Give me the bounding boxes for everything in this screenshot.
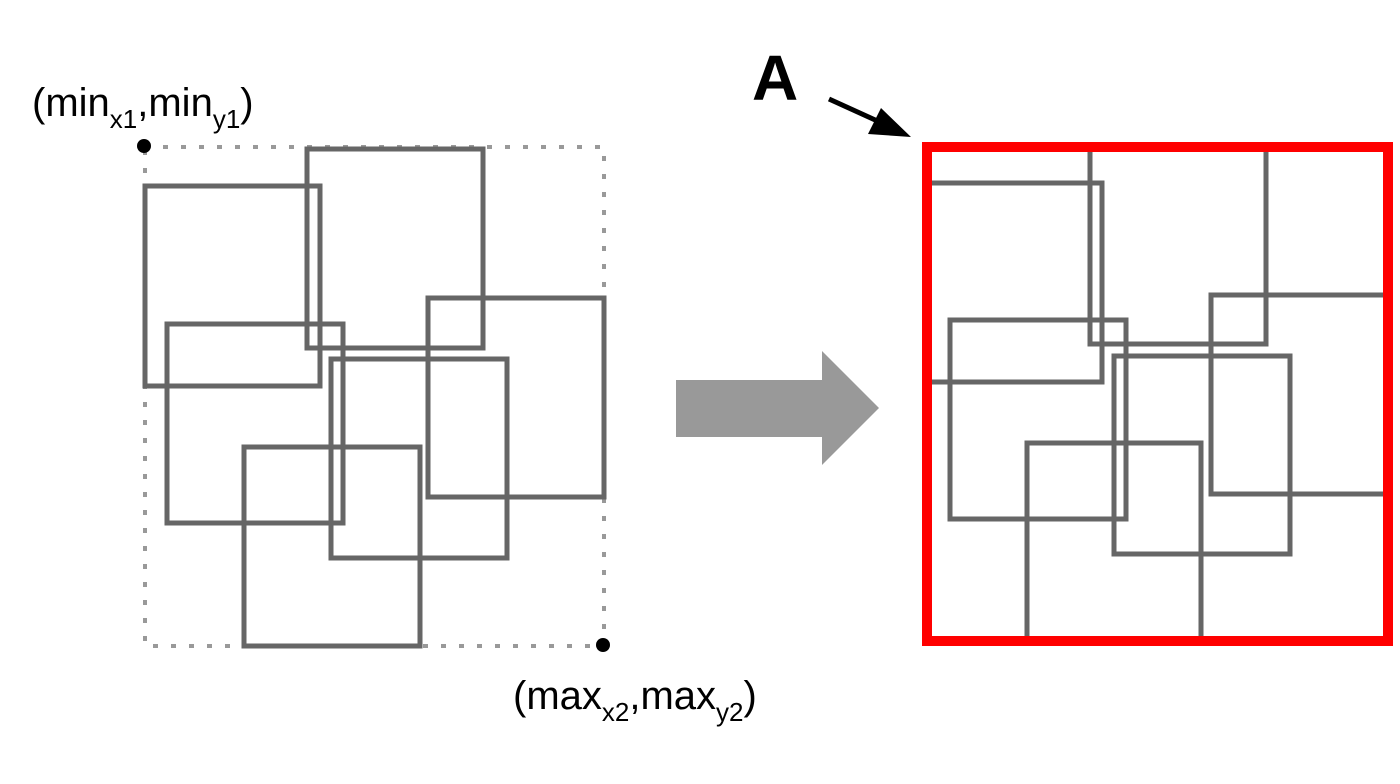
max-corner-close: ) (744, 674, 757, 718)
pointer-arrow-icon (827, 96, 911, 137)
left-box-2 (304, 146, 486, 351)
max-corner-mid: ,max (629, 674, 716, 718)
left-box-6 (241, 444, 423, 649)
left-box-group (142, 146, 607, 649)
min-corner-sub-x: x1 (110, 104, 137, 134)
min-corner-close: ) (240, 81, 253, 125)
min-corner-label: (minx1,miny1) (32, 81, 254, 134)
right-arrow-icon (676, 351, 879, 465)
min-corner-mid: ,min (137, 81, 213, 125)
max-corner-sub-x: x2 (602, 697, 629, 727)
right-box-2 (1087, 147, 1269, 347)
min-corner-open: (min (32, 81, 110, 125)
right-box-3 (947, 317, 1129, 522)
dotted-bounding-rect (143, 145, 606, 648)
max-corner-open: (max (513, 674, 602, 718)
left-box-4 (425, 295, 607, 500)
callout-label: A (752, 42, 798, 114)
left-box-1 (142, 183, 323, 389)
right-box-4 (1208, 292, 1388, 497)
highlight-frame (922, 142, 1393, 646)
bottom-right-corner-marker (596, 638, 610, 652)
max-corner-sub-y: y2 (716, 697, 743, 727)
max-corner-label: (maxx2,maxy2) (513, 674, 757, 727)
right-box-group (927, 147, 1388, 641)
right-box-1 (927, 180, 1105, 385)
right-box-6 (1024, 440, 1204, 641)
min-corner-sub-y: y1 (213, 104, 240, 134)
left-box-3 (164, 321, 346, 526)
top-left-corner-marker (137, 139, 151, 153)
